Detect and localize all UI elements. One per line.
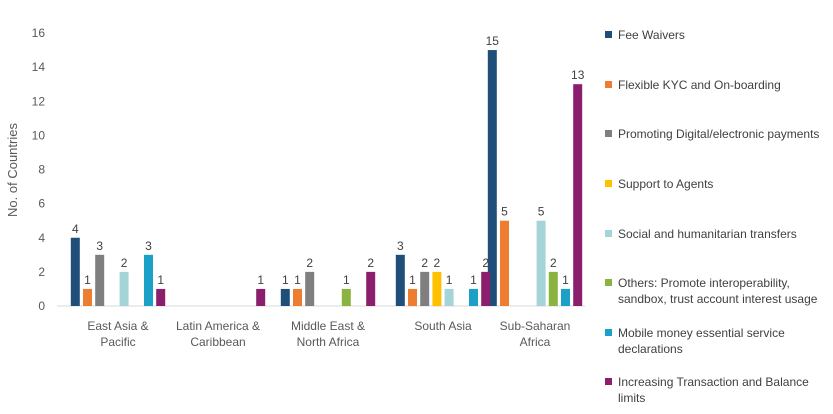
- legend-swatch: [605, 31, 612, 38]
- x-tick-label: East Asia & Pacific: [87, 319, 148, 349]
- legend-label: Social and humanitarian transfers: [618, 227, 797, 241]
- legend-swatch: [605, 130, 612, 137]
- data-label: 1: [409, 273, 416, 287]
- legend-label: Support to Agents: [618, 177, 714, 191]
- legend-swatch: [605, 378, 612, 385]
- bar: [95, 254, 105, 306]
- bar: [500, 220, 509, 306]
- bar: [83, 288, 92, 306]
- legend-label: Mobile money essential service declarati…: [618, 326, 785, 356]
- x-tick-label: South Asia: [414, 319, 472, 333]
- bar: [481, 271, 491, 306]
- legend-item: Fee Waivers: [605, 27, 831, 43]
- bar: [70, 237, 80, 306]
- legend-item: Others: Promote interoperability, sandbo…: [605, 275, 831, 307]
- bar: [573, 84, 583, 306]
- data-label: 2: [367, 256, 374, 270]
- bar: [341, 288, 351, 306]
- legend-item: Promoting Digital/electronic payments: [605, 126, 831, 142]
- data-label: 3: [145, 239, 152, 253]
- data-label: 13: [571, 68, 585, 82]
- legend-label: Fee Waivers: [618, 28, 685, 42]
- data-label: 15: [486, 34, 500, 48]
- legend-item: Support to Agents: [605, 176, 831, 192]
- legend-swatch: [605, 81, 612, 88]
- bar: [408, 288, 417, 306]
- data-label: 2: [482, 256, 489, 270]
- data-label: 5: [538, 205, 545, 219]
- legend-item: Flexible KYC and On-boarding: [605, 77, 831, 93]
- x-tick-label: Middle East & North Africa: [291, 319, 365, 349]
- legend-swatch: [605, 329, 612, 336]
- legend-item: Mobile money essential service declarati…: [605, 325, 831, 357]
- x-tick-label: Sub-Saharan Africa: [500, 319, 571, 349]
- legend-swatch: [605, 180, 612, 187]
- bar: [487, 50, 497, 306]
- x-axis-ticks: East Asia & Pacific Latin America & Caribbe…: [87, 319, 570, 349]
- legend: Fee Waivers Flexible KYC and On-boarding P…: [605, 0, 833, 414]
- y-tick-label: 4: [38, 231, 45, 245]
- legend-label: Others: Promote interoperability, sandbo…: [618, 276, 818, 306]
- data-label: 1: [282, 273, 289, 287]
- bar: [119, 271, 129, 306]
- data-label: 2: [550, 256, 557, 270]
- bar: [256, 288, 266, 306]
- data-label: 3: [397, 239, 404, 253]
- data-label: 1: [470, 273, 477, 287]
- data-label: 1: [84, 273, 91, 287]
- y-tick-label: 14: [32, 60, 46, 74]
- legend-swatch: [605, 279, 612, 286]
- y-axis-label: No. of Countries: [5, 123, 20, 217]
- x-tick-label: Latin America & Caribbean: [176, 319, 260, 349]
- data-label: 2: [421, 256, 428, 270]
- data-label: 1: [294, 273, 301, 287]
- bar: [293, 288, 302, 306]
- bar: [561, 288, 570, 306]
- data-label: 1: [343, 273, 350, 287]
- data-label: 2: [121, 256, 128, 270]
- bar: [280, 288, 290, 306]
- bar: [420, 271, 430, 306]
- legend-label: Increasing Transaction and Balance limit…: [618, 375, 809, 405]
- y-tick-label: 6: [38, 197, 45, 211]
- legend-label: Flexible KYC and On-boarding: [618, 78, 781, 92]
- legend-item: Social and humanitarian transfers: [605, 226, 831, 242]
- bar: [366, 271, 376, 306]
- bar: [548, 271, 558, 306]
- data-label: 1: [257, 273, 264, 287]
- data-label: 2: [306, 256, 313, 270]
- data-label: 1: [562, 273, 569, 287]
- bar: [432, 271, 442, 306]
- y-tick-label: 12: [32, 94, 46, 108]
- data-label: 1: [157, 273, 164, 287]
- y-tick-label: 8: [38, 163, 45, 177]
- y-axis-ticks: 0 2 4 6 8 10 12 14 16: [32, 26, 46, 313]
- bar: [536, 220, 546, 306]
- legend-swatch: [605, 230, 612, 237]
- bar: [144, 254, 153, 306]
- bar: [156, 288, 166, 306]
- data-label: 4: [72, 222, 79, 236]
- bar: [444, 288, 454, 306]
- data-label: 5: [501, 205, 508, 219]
- y-tick-label: 10: [32, 128, 46, 142]
- y-tick-label: 2: [38, 265, 45, 279]
- y-tick-label: 16: [32, 26, 46, 40]
- data-label: 1: [446, 273, 453, 287]
- bar: [395, 254, 405, 306]
- bar: [305, 271, 315, 306]
- bar: [469, 288, 478, 306]
- legend-label: Promoting Digital/electronic payments: [618, 127, 820, 141]
- data-label: 2: [434, 256, 441, 270]
- y-tick-label: 0: [38, 299, 45, 313]
- legend-item: Increasing Transaction and Balance limit…: [605, 374, 831, 406]
- data-label: 3: [96, 239, 103, 253]
